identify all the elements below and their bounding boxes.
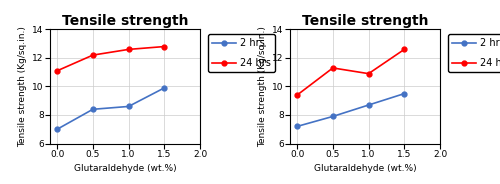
24 hrs (402, 48, 407, 50)
Y-axis label: Tensile strength (Kg/sq.in.): Tensile strength (Kg/sq.in.) (258, 26, 266, 147)
Line: 24 hrs: 24 hrs (54, 44, 166, 73)
24 hrs (330, 67, 336, 69)
2 hrs (330, 115, 336, 118)
24 hrs (294, 94, 300, 96)
Legend: 2 hrs, 24 hrs: 2 hrs, 24 hrs (448, 34, 500, 72)
24 hrs (54, 70, 60, 72)
2 hrs (162, 87, 168, 89)
2 hrs (126, 105, 132, 107)
24 hrs (162, 45, 168, 48)
2 hrs (294, 125, 300, 128)
24 hrs (126, 48, 132, 50)
Title: Tensile strength: Tensile strength (302, 14, 428, 28)
Line: 2 hrs: 2 hrs (294, 91, 406, 129)
X-axis label: Glutaraldehyde (wt.%): Glutaraldehyde (wt.%) (314, 164, 416, 173)
Title: Tensile strength: Tensile strength (62, 14, 188, 28)
2 hrs (366, 104, 372, 106)
Y-axis label: Tensile strength (Kg/sq.in.): Tensile strength (Kg/sq.in.) (18, 26, 26, 147)
X-axis label: Glutaraldehyde (wt.%): Glutaraldehyde (wt.%) (74, 164, 176, 173)
Line: 24 hrs: 24 hrs (294, 47, 406, 98)
24 hrs (366, 72, 372, 75)
2 hrs (90, 108, 96, 110)
2 hrs (402, 93, 407, 95)
Legend: 2 hrs, 24 hrs: 2 hrs, 24 hrs (208, 34, 274, 72)
24 hrs (90, 54, 96, 56)
Line: 2 hrs: 2 hrs (54, 86, 166, 132)
2 hrs (54, 128, 60, 130)
